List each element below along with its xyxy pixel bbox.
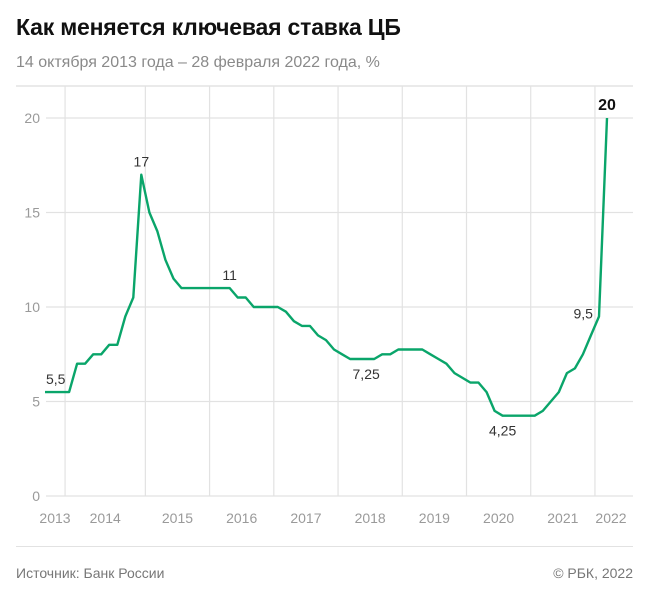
data-label: 5,5 <box>46 371 66 387</box>
data-label: 17 <box>134 154 150 170</box>
x-tick-label: 2018 <box>355 510 386 526</box>
chart-subtitle: 14 октября 2013 года – 28 февраля 2022 г… <box>16 54 380 71</box>
x-tick-label: 2014 <box>90 510 121 526</box>
y-tick-label: 20 <box>24 110 40 126</box>
y-tick-label: 10 <box>24 299 40 315</box>
x-tick-label: 2020 <box>483 510 514 526</box>
data-label: 11 <box>222 267 237 283</box>
data-label: 4,25 <box>489 423 516 439</box>
x-tick-label: 2019 <box>419 510 450 526</box>
x-tick-label: 2015 <box>162 510 193 526</box>
data-label: 7,25 <box>353 366 380 382</box>
data-label: 20 <box>598 97 616 114</box>
y-tick-label: 0 <box>32 488 40 504</box>
chart-title: Как меняется ключевая ставка ЦБ <box>16 14 401 40</box>
x-tick-label: 2017 <box>290 510 321 526</box>
x-tick-label: 2013 <box>39 510 70 526</box>
data-label: 9,5 <box>574 305 594 321</box>
rate-line <box>45 117 609 417</box>
x-tick-label: 2022 <box>595 510 626 526</box>
source-note: Источник: Банк России <box>16 565 165 581</box>
x-tick-label: 2021 <box>547 510 578 526</box>
y-tick-label: 5 <box>32 394 40 410</box>
y-tick-label: 15 <box>24 205 40 221</box>
footer-divider <box>16 546 633 547</box>
copyright: © РБК, 2022 <box>553 565 633 581</box>
x-tick-label: 2016 <box>226 510 257 526</box>
